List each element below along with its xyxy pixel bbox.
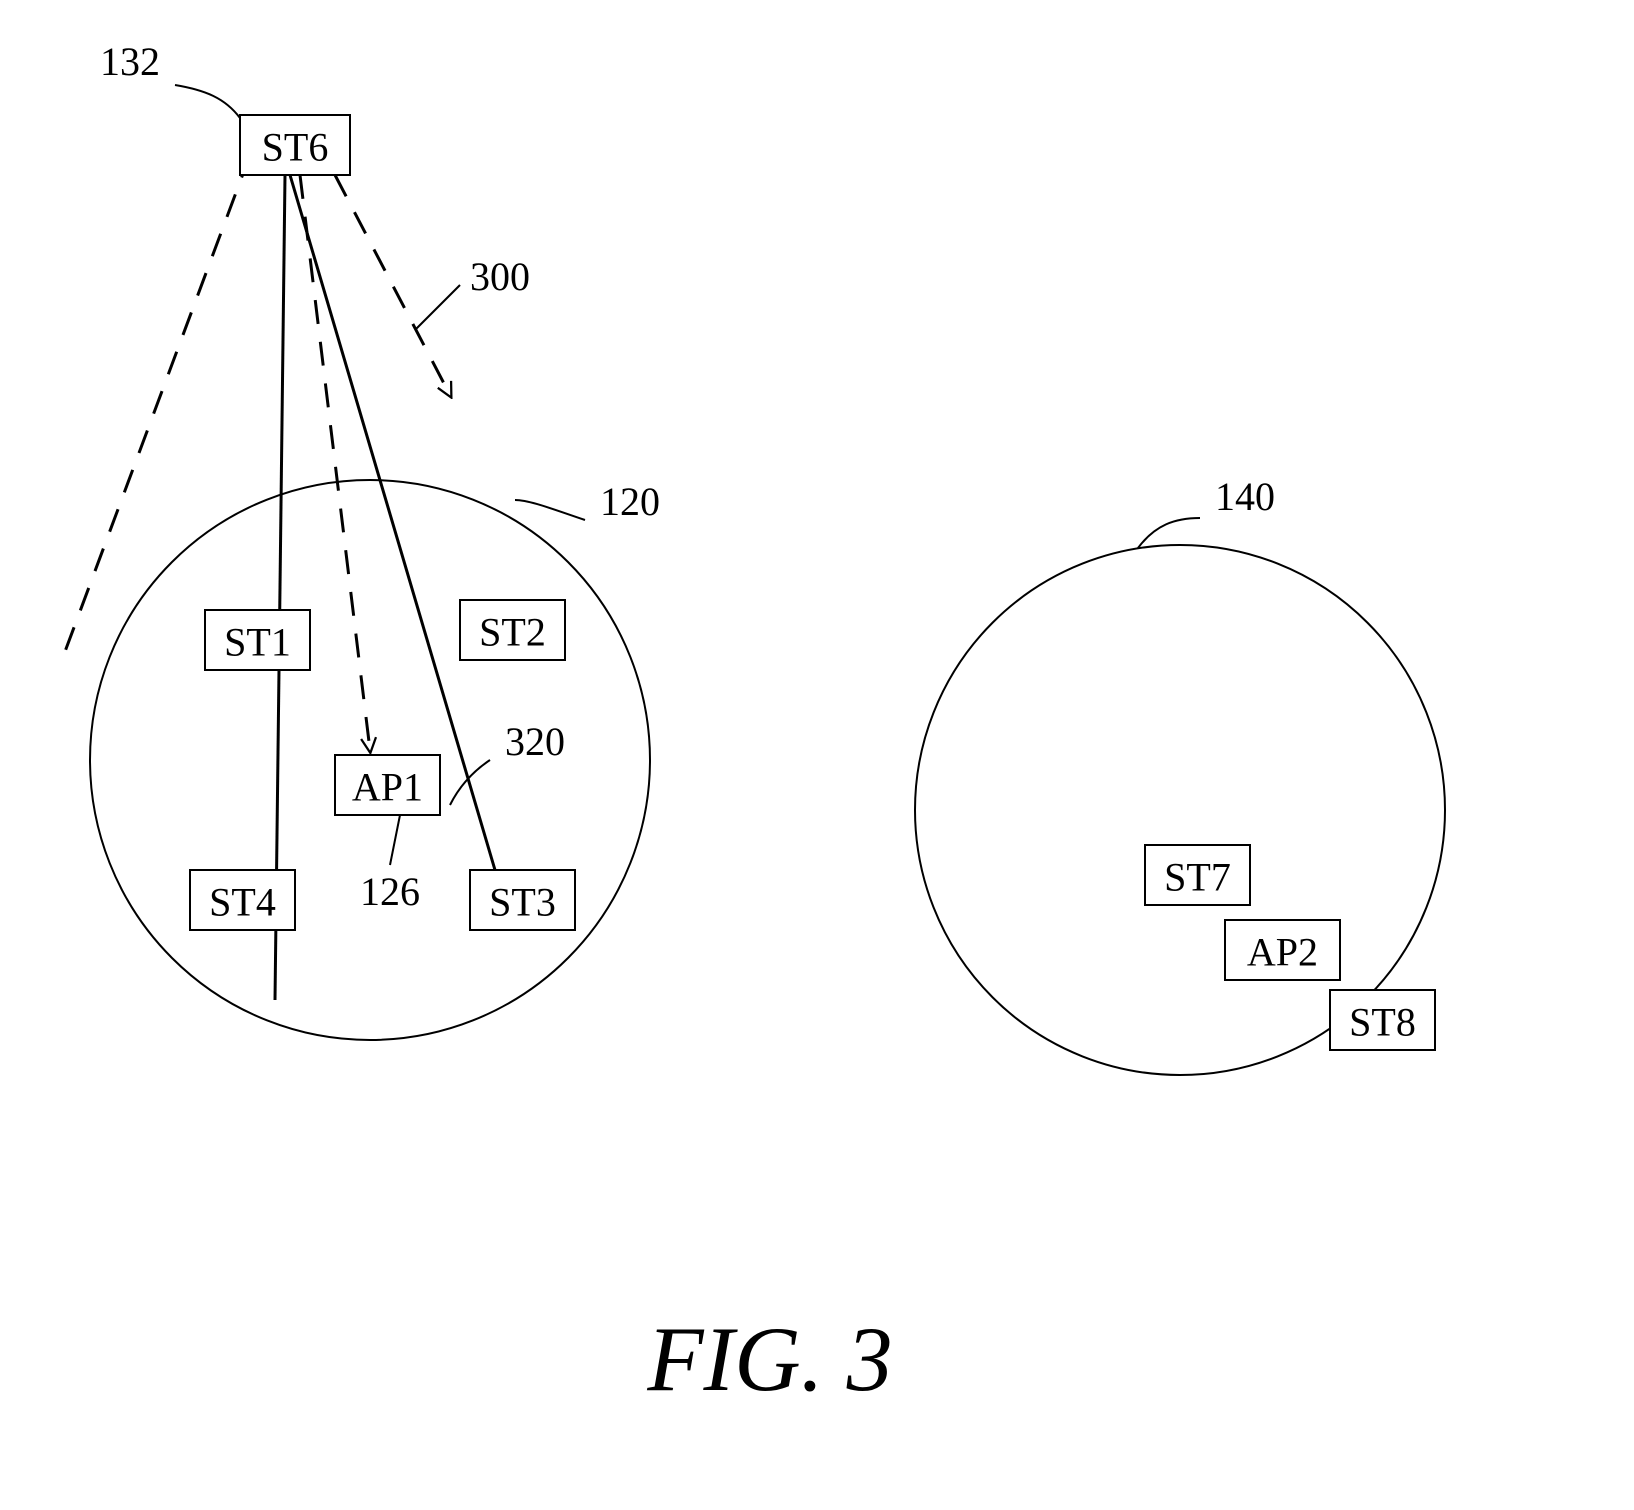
node-ap2: AP2 <box>1225 920 1340 980</box>
ref-label-ref140: 140 <box>1215 474 1275 519</box>
node-st3: ST3 <box>470 870 575 930</box>
link-dashed-st6-dash-left <box>60 155 250 665</box>
node-st2: ST2 <box>460 600 565 660</box>
figure-caption: FIG. 3 <box>646 1308 892 1410</box>
node-label-ap2: AP2 <box>1247 930 1318 975</box>
ref-label-ref132: 132 <box>100 39 160 84</box>
node-st6: ST6 <box>240 115 350 175</box>
node-label-ap1: AP1 <box>352 765 423 810</box>
node-ap1: AP1 <box>335 755 440 815</box>
ref-label-ref320: 320 <box>505 719 565 764</box>
node-label-st8: ST8 <box>1349 1000 1416 1045</box>
node-label-st6: ST6 <box>262 125 329 170</box>
node-st4: ST4 <box>190 870 295 930</box>
link-dashed-st6-dash-right <box>335 175 450 395</box>
node-label-st2: ST2 <box>479 610 546 655</box>
leader-ref300 <box>415 285 460 330</box>
leader-ref126 <box>390 815 400 865</box>
ref-label-ref300: 300 <box>470 254 530 299</box>
ref-label-ref126: 126 <box>360 869 420 914</box>
diagram-canvas: ST6 ST1 ST2 AP1 ST4 ST3 ST7 AP2 ST8 132 300 120 320 1… <box>0 0 1634 1510</box>
node-label-st7: ST7 <box>1164 855 1231 900</box>
node-st8: ST8 <box>1330 990 1435 1050</box>
node-st7: ST7 <box>1145 845 1250 905</box>
leader-ref140 <box>1138 518 1200 548</box>
node-st1: ST1 <box>205 610 310 670</box>
leader-ref120 <box>515 500 585 520</box>
node-label-st3: ST3 <box>489 880 556 925</box>
node-label-st1: ST1 <box>224 620 291 665</box>
node-label-st4: ST4 <box>209 880 276 925</box>
leader-ref132 <box>175 85 240 118</box>
ref-label-ref120: 120 <box>600 479 660 524</box>
